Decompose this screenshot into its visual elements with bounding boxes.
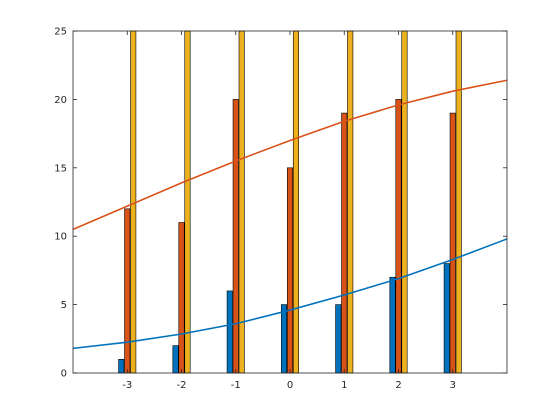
ytick-label-15: 15 bbox=[54, 163, 67, 174]
bar-s1-x-2 bbox=[172, 345, 179, 374]
xtick-label-1: 1 bbox=[341, 380, 347, 391]
bar-s1-x2 bbox=[389, 276, 396, 374]
bar-s2-x-3 bbox=[124, 208, 131, 374]
ytick-label-25: 25 bbox=[54, 27, 67, 38]
bar-s2-x1 bbox=[341, 112, 348, 374]
xtick-label-3: 3 bbox=[450, 380, 456, 391]
bar-s1-x1 bbox=[335, 304, 342, 374]
bar-s2-x3 bbox=[449, 112, 456, 374]
xtick-label-2: 2 bbox=[395, 380, 401, 391]
bar-s3-x3 bbox=[455, 30, 462, 374]
bar-s1-x-1 bbox=[226, 290, 233, 374]
bar-s3-x-2 bbox=[184, 30, 191, 374]
bar-s2-x2 bbox=[395, 99, 402, 374]
bar-s1-x3 bbox=[443, 263, 450, 374]
fit-line-1 bbox=[72, 238, 508, 350]
bar-s2-x0 bbox=[286, 167, 294, 374]
xtick-label--1: -1 bbox=[231, 380, 241, 391]
bar-s3-x0 bbox=[292, 30, 299, 374]
bar-s2-x-2 bbox=[178, 222, 185, 374]
bar-s3-x2 bbox=[401, 30, 408, 374]
xtick-label-0: 0 bbox=[287, 380, 293, 391]
ytick-label-20: 20 bbox=[54, 95, 67, 106]
ytick-label-5: 5 bbox=[61, 300, 67, 311]
bar-s3-x1 bbox=[347, 30, 354, 374]
bar-s1-x0 bbox=[281, 304, 288, 374]
ytick-label-10: 10 bbox=[54, 232, 67, 243]
bar-s2-x-1 bbox=[232, 99, 239, 374]
lines-group bbox=[72, 79, 508, 350]
bar-s1-x-3 bbox=[118, 359, 125, 374]
xtick-label--2: -2 bbox=[177, 380, 187, 391]
xtick-label--3: -3 bbox=[122, 380, 132, 391]
fit-line-2 bbox=[72, 79, 508, 231]
ytick-label-0: 0 bbox=[61, 369, 67, 380]
ticks-group: -3 -2 -1 0 1 2 3 0 5 10 15 20 25 bbox=[54, 27, 507, 391]
